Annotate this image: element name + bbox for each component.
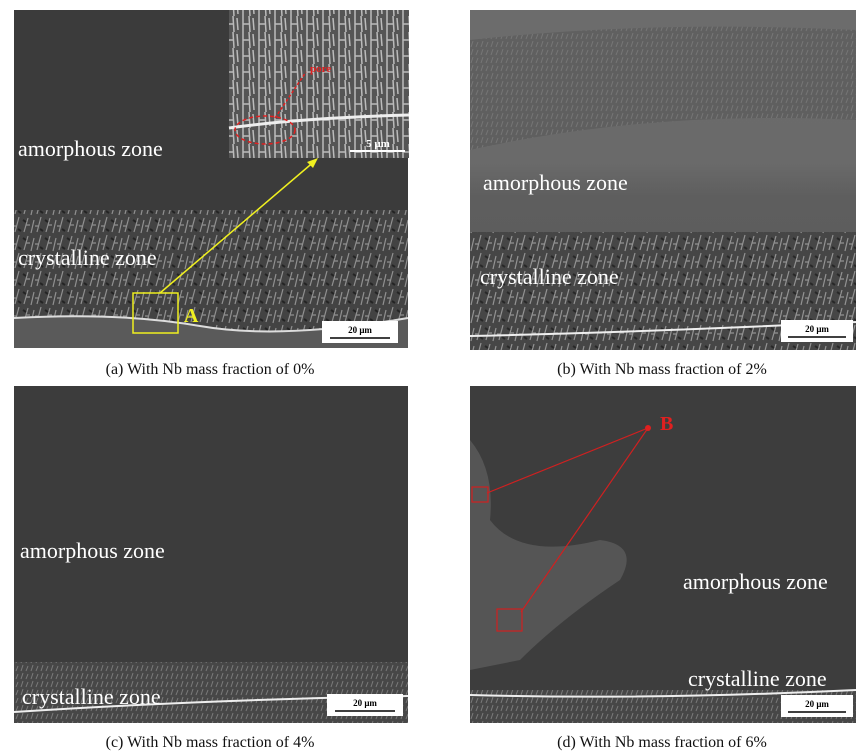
panel-a: pore 5 μm A amorphous zone crystalline z… bbox=[14, 10, 409, 378]
scale-label: 20 μm bbox=[353, 698, 377, 708]
inset bbox=[229, 10, 409, 158]
scale-label: 20 μm bbox=[805, 699, 829, 709]
crystalline-label: crystalline zone bbox=[688, 666, 827, 691]
panel-b: amorphous zone crystalline zone 20 μm (b… bbox=[470, 10, 856, 378]
inset-scale-label: 5 μm bbox=[366, 138, 390, 150]
crystalline-label: crystalline zone bbox=[480, 264, 619, 289]
scale-label: 20 μm bbox=[348, 325, 372, 335]
caption: (c) With Nb mass fraction of 4% bbox=[106, 734, 315, 751]
region-label: B bbox=[660, 413, 673, 435]
crystalline-label: crystalline zone bbox=[22, 684, 161, 709]
caption: (a) With Nb mass fraction of 0% bbox=[106, 361, 315, 378]
figure: pore 5 μm A amorphous zone crystalline z… bbox=[0, 0, 856, 753]
amorphous-label: amorphous zone bbox=[18, 136, 163, 161]
caption: (d) With Nb mass fraction of 6% bbox=[557, 734, 767, 751]
region-label: A bbox=[184, 305, 199, 327]
point-marker bbox=[645, 425, 651, 431]
crystalline-label: crystalline zone bbox=[18, 245, 157, 270]
inset-label: pore bbox=[310, 63, 331, 75]
panel-c: amorphous zone crystalline zone 20 μm (c… bbox=[14, 386, 408, 751]
scale-label: 20 μm bbox=[805, 324, 829, 334]
caption: (b) With Nb mass fraction of 2% bbox=[557, 361, 767, 378]
amorphous-label: amorphous zone bbox=[483, 170, 628, 195]
panel-d: B amorphous zone crystalline zone 20 μm … bbox=[470, 386, 856, 751]
amorphous-label: amorphous zone bbox=[20, 538, 165, 563]
amorphous-label: amorphous zone bbox=[683, 569, 828, 594]
